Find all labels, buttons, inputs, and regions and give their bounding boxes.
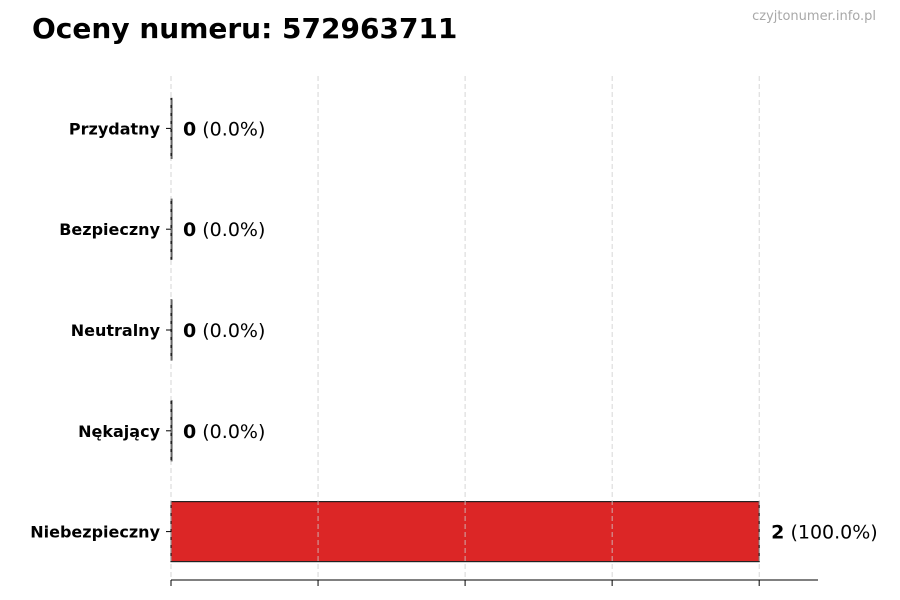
category-label: Bezpieczny [59, 220, 160, 239]
category-label: Nękający [78, 422, 160, 441]
data-label: 0 (0.0%) [183, 219, 265, 241]
percent-label: (100.0%) [784, 522, 877, 544]
watermark: czyjtonumer.info.pl [752, 9, 876, 24]
percent-label: (0.0%) [196, 118, 265, 140]
percent-label: (0.0%) [196, 421, 265, 443]
category-label: Neutralny [71, 321, 161, 340]
percent-label: (0.0%) [196, 320, 265, 342]
value-label: 0 [183, 219, 196, 241]
chart-title: Oceny numeru: 572963711 [32, 12, 458, 45]
value-label: 0 [183, 118, 196, 140]
value-label: 0 [183, 320, 196, 342]
data-label: 0 (0.0%) [183, 421, 265, 443]
category-label: Przydatny [69, 119, 161, 138]
percent-label: (0.0%) [196, 219, 265, 241]
value-label: 2 [771, 522, 784, 544]
category-label: Niebezpieczny [30, 523, 160, 542]
data-label: 2 (100.0%) [771, 522, 878, 544]
value-label: 0 [183, 421, 196, 443]
data-label: 0 (0.0%) [183, 118, 265, 140]
data-label: 0 (0.0%) [183, 320, 265, 342]
